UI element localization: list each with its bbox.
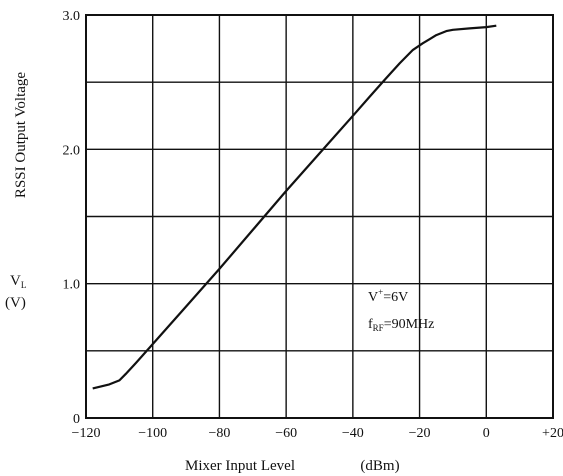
x-axis-ticks: −120 −100 −80 −60 −40 −20 0 +20	[72, 426, 563, 441]
plot-frame	[85, 14, 554, 419]
x-tick-label: −20	[409, 426, 431, 441]
y-tick-label: 3.0	[63, 9, 81, 24]
x-tick-label: 0	[483, 426, 490, 441]
y-tick-label: 0	[73, 412, 80, 427]
y-axis-symbol: VL	[10, 273, 26, 290]
y-axis-label: RSSI Output Voltage	[13, 72, 29, 198]
x-tick-label: −120	[72, 426, 101, 441]
x-tick-label: −100	[138, 426, 167, 441]
x-axis-unit: (dBm)	[360, 458, 399, 474]
x-tick-label: −40	[342, 426, 364, 441]
y-axis-ticks: 0 1.0 2.0 3.0	[63, 9, 81, 427]
y-axis-unit: (V)	[5, 295, 26, 311]
annotation-supply-voltage: V+=6V	[368, 287, 408, 305]
x-axis-label: Mixer Input Level	[185, 458, 295, 474]
x-tick-label: −60	[275, 426, 297, 441]
y-tick-label: 2.0	[63, 143, 81, 158]
y-tick-label: 1.0	[63, 278, 81, 293]
x-tick-label: +20	[542, 426, 563, 441]
rssi-series-line	[92, 24, 497, 390]
annotation-rf-frequency: fRF=90MHz	[368, 317, 434, 333]
x-tick-label: −80	[208, 426, 230, 441]
grid	[86, 15, 553, 418]
